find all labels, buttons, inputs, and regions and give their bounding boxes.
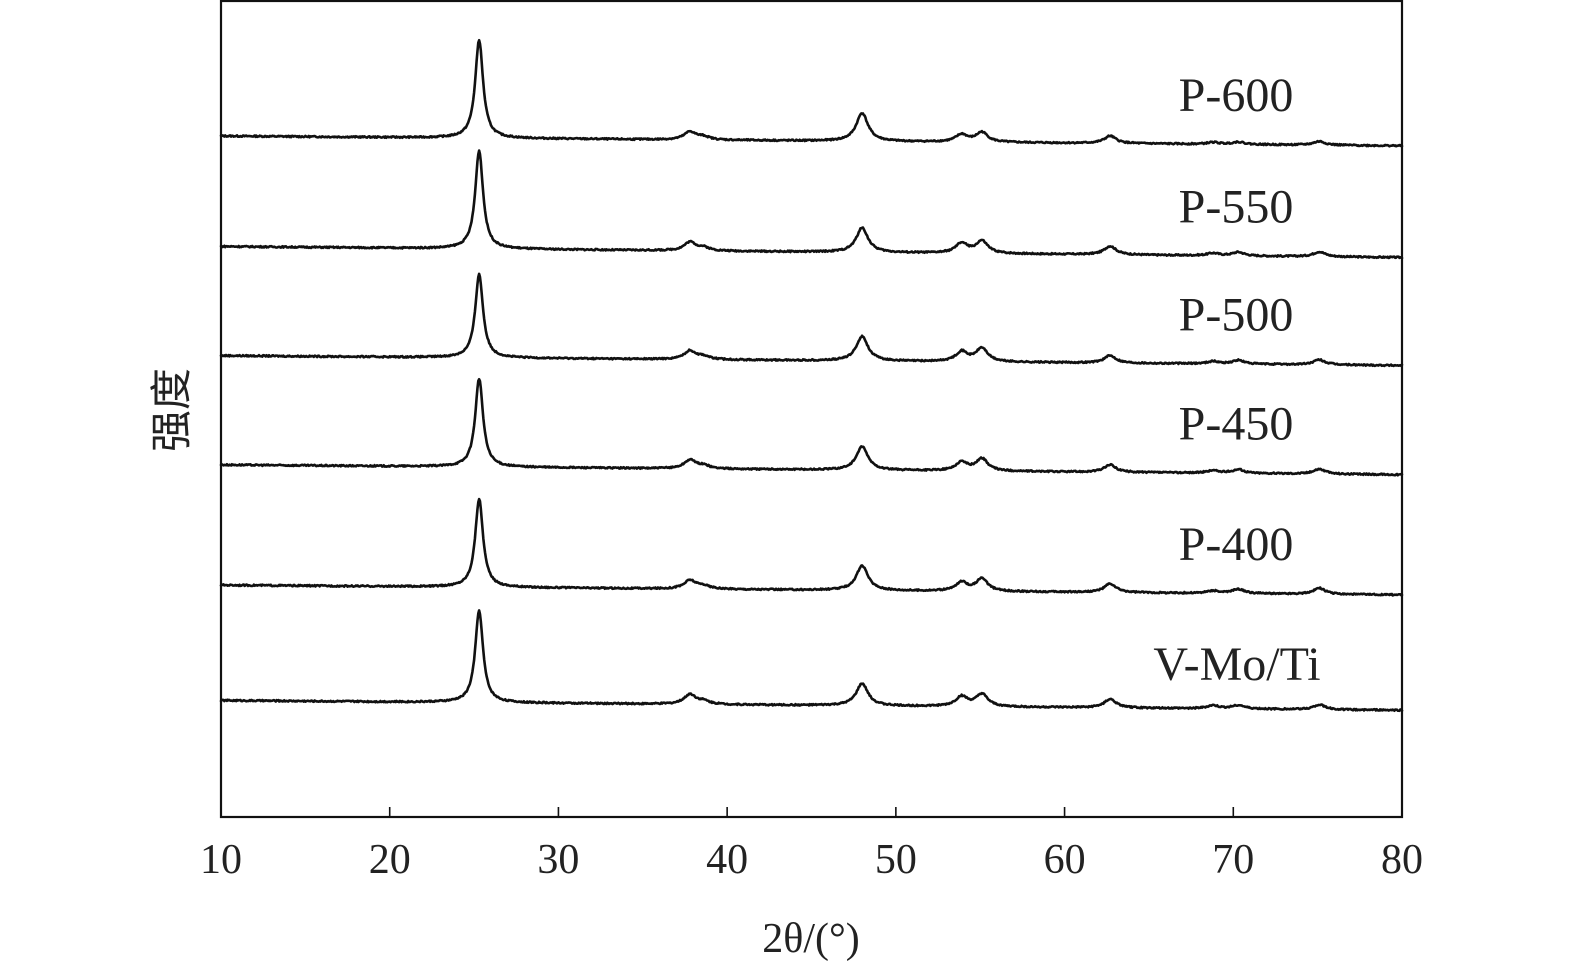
series-lines (219, 38, 1404, 713)
series-label: P-500 (1179, 288, 1294, 341)
x-tick-labels: 10 20 30 40 50 60 70 80 (200, 837, 1423, 883)
x-tick-label: 50 (875, 837, 917, 883)
series-label: P-600 (1179, 69, 1294, 122)
series-labels: P-600 P-550 P-500 P-450 P-400 V-Mo/Ti (1153, 69, 1320, 691)
series-label: P-400 (1179, 518, 1294, 571)
x-tick-label: 30 (537, 837, 579, 883)
series-line (219, 149, 1404, 260)
series-line (219, 272, 1404, 368)
plot-frame (219, 0, 1404, 819)
x-tick-label: 10 (200, 837, 242, 883)
series-label: V-Mo/Ti (1153, 638, 1320, 691)
x-tick-label: 20 (369, 837, 411, 883)
series-label: P-550 (1179, 180, 1294, 233)
x-tick-label: 60 (1044, 837, 1086, 883)
x-ticks (220, 807, 1403, 817)
y-axis-label: 强度 (150, 368, 196, 452)
series-line (219, 497, 1404, 597)
series-line (219, 38, 1404, 148)
x-tick-label: 80 (1381, 837, 1423, 883)
x-tick-label: 40 (706, 837, 748, 883)
x-tick-label: 70 (1212, 837, 1254, 883)
series-line (219, 377, 1404, 477)
series-line (219, 609, 1404, 713)
x-axis-label: 2θ/(°) (762, 916, 860, 962)
series-label: P-450 (1179, 398, 1294, 451)
